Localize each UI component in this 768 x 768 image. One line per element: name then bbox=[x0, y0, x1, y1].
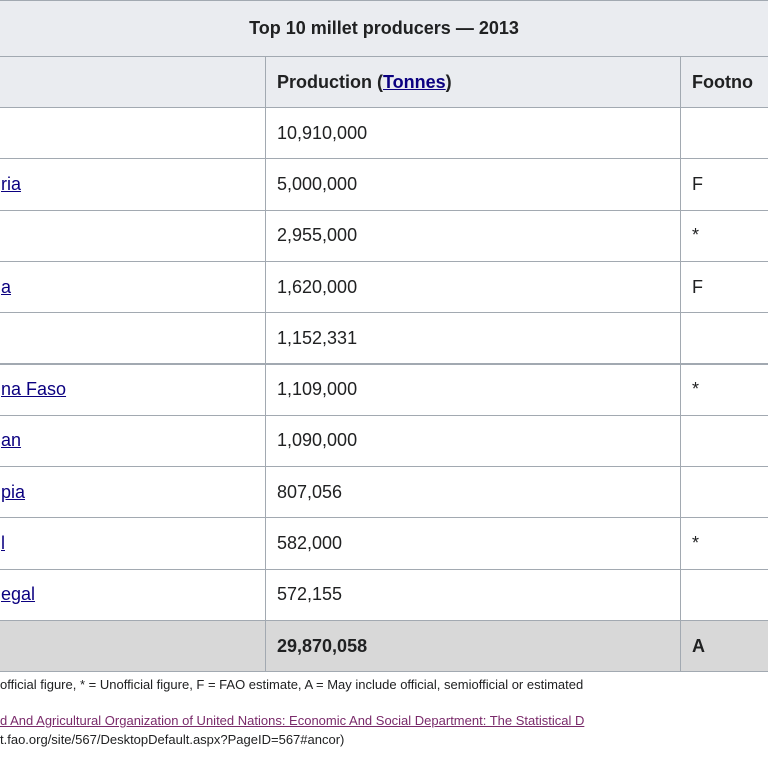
cell-text: 1,620,000 bbox=[277, 276, 358, 297]
cell-text: A bbox=[692, 635, 705, 656]
table-cell: * bbox=[680, 363, 768, 416]
cell-text: 582,000 bbox=[277, 533, 343, 554]
table-cell: 572,155 bbox=[265, 568, 681, 621]
header-cell: Production (Tonnes) bbox=[265, 56, 681, 108]
header-text: ) bbox=[445, 71, 452, 92]
cell-text: 1,109,000 bbox=[277, 379, 358, 400]
country-link[interactable]: ria bbox=[1, 173, 22, 194]
table-cell bbox=[680, 568, 768, 621]
table-cell: pia bbox=[0, 466, 266, 519]
table-cell: F bbox=[680, 260, 768, 314]
cell-text: 29,870,058 bbox=[277, 635, 368, 656]
table-cell: 1,109,000 bbox=[265, 363, 681, 416]
table-cell: 29,870,058 bbox=[265, 620, 681, 672]
table-cell: 10,910,000 bbox=[265, 107, 681, 160]
country-link[interactable]: na Faso bbox=[1, 379, 67, 400]
header-text: Production ( bbox=[277, 71, 383, 92]
table-cell: * bbox=[680, 209, 768, 262]
source-link[interactable]: d And Agricultural Organization of Unite… bbox=[0, 713, 585, 728]
table-cell bbox=[680, 466, 768, 519]
table-cell: 1,090,000 bbox=[265, 414, 681, 468]
table-cell: 1,620,000 bbox=[265, 260, 681, 314]
cell-text: * bbox=[692, 533, 700, 554]
header-cell bbox=[0, 56, 266, 108]
table-cell: ria bbox=[0, 158, 266, 211]
country-link[interactable]: a bbox=[1, 276, 12, 297]
cell-text: F bbox=[692, 173, 703, 194]
country-link[interactable]: egal bbox=[1, 584, 36, 605]
table-cell: F bbox=[680, 158, 768, 211]
table-cell: an bbox=[0, 414, 266, 468]
table-cell: l bbox=[0, 517, 266, 570]
cell-text: * bbox=[692, 225, 700, 246]
table-title: Top 10 millet producers — 2013 bbox=[0, 0, 768, 57]
header-cell: Footno bbox=[680, 56, 768, 108]
cell-text: 807,056 bbox=[277, 481, 343, 502]
country-link[interactable]: pia bbox=[1, 481, 26, 502]
table-cell: 5,000,000 bbox=[265, 158, 681, 211]
source-url: t.fao.org/site/567/DesktopDefault.aspx?P… bbox=[0, 732, 345, 747]
table-cell: 807,056 bbox=[265, 466, 681, 519]
cell-text: 10,910,000 bbox=[277, 122, 368, 143]
table-cell: 582,000 bbox=[265, 517, 681, 570]
table-cell: 1,152,331 bbox=[265, 312, 681, 365]
footnote-legend: official figure, * = Unofficial figure, … bbox=[0, 677, 584, 692]
header-link[interactable]: Tonnes bbox=[383, 71, 446, 92]
table-cell: a bbox=[0, 260, 266, 314]
country-link[interactable]: an bbox=[1, 430, 22, 451]
table-cell: na Faso bbox=[0, 363, 266, 416]
table-cell bbox=[680, 414, 768, 468]
table-cell bbox=[0, 620, 266, 672]
table-cell: A bbox=[680, 620, 768, 672]
cell-text: 572,155 bbox=[277, 584, 343, 605]
cell-text: F bbox=[692, 276, 703, 297]
cell-text: 5,000,000 bbox=[277, 173, 358, 194]
cell-text: * bbox=[692, 379, 700, 400]
table-cell: egal bbox=[0, 568, 266, 621]
table-cell bbox=[0, 107, 266, 160]
table-cell: * bbox=[680, 517, 768, 570]
country-link[interactable]: l bbox=[1, 533, 5, 554]
table-cell bbox=[0, 312, 266, 365]
table-cell bbox=[0, 209, 266, 262]
table-cell: 2,955,000 bbox=[265, 209, 681, 262]
table-cell bbox=[680, 312, 768, 365]
cell-text: 1,090,000 bbox=[277, 430, 358, 451]
cell-text: 1,152,331 bbox=[277, 327, 358, 348]
table-cell bbox=[680, 107, 768, 160]
cell-text: 2,955,000 bbox=[277, 225, 358, 246]
